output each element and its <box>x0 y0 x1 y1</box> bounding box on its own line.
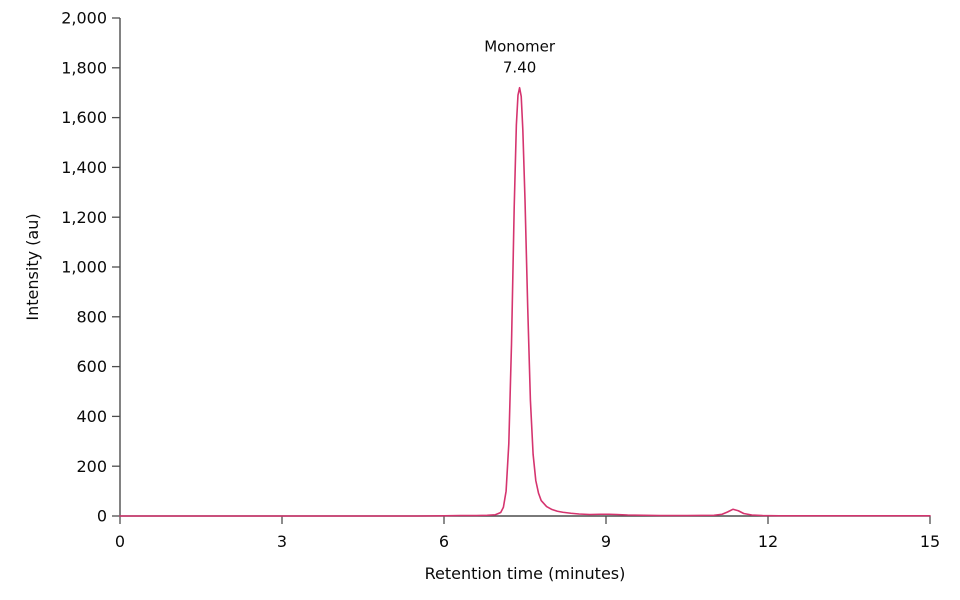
x-tick-label: 9 <box>601 532 611 551</box>
y-tick-label: 600 <box>76 357 107 376</box>
chromatogram-trace <box>119 86 931 517</box>
peak-annotation-label: Monomer <box>484 38 556 56</box>
x-tick-label: 3 <box>277 532 287 551</box>
y-tick-label: 1,800 <box>61 58 107 77</box>
x-tick-label: 15 <box>920 532 940 551</box>
x-axis-title: Retention time (minutes) <box>425 564 626 583</box>
y-tick-label: 800 <box>76 307 107 326</box>
y-tick-label: 200 <box>76 457 107 476</box>
x-tick-label: 0 <box>115 532 125 551</box>
x-tick-label: 12 <box>758 532 778 551</box>
peak-annotation-value: 7.40 <box>503 59 536 77</box>
y-tick-label: 1,000 <box>61 258 107 277</box>
y-tick-label: 1,200 <box>61 208 107 227</box>
y-tick-label: 0 <box>97 507 107 526</box>
x-tick-label: 6 <box>439 532 449 551</box>
y-axis-title: Intensity (au) <box>23 213 42 320</box>
y-tick-label: 1,400 <box>61 158 107 177</box>
y-tick-label: 1,600 <box>61 108 107 127</box>
y-tick-label: 400 <box>76 407 107 426</box>
y-tick-label: 2,000 <box>61 9 107 28</box>
